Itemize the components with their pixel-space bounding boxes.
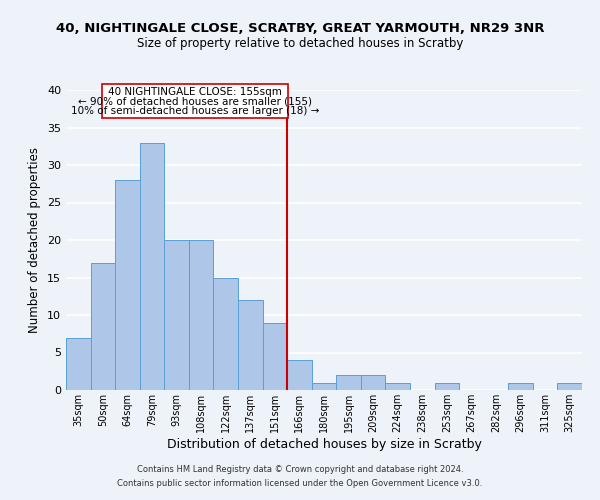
Text: 10% of semi-detached houses are larger (18) →: 10% of semi-detached houses are larger (… — [71, 106, 319, 116]
Bar — [263, 322, 287, 390]
Text: Size of property relative to detached houses in Scratby: Size of property relative to detached ho… — [137, 38, 463, 51]
Bar — [312, 382, 336, 390]
Bar — [434, 382, 459, 390]
Y-axis label: Number of detached properties: Number of detached properties — [28, 147, 41, 333]
Bar — [214, 278, 238, 390]
FancyBboxPatch shape — [102, 84, 287, 117]
Bar — [189, 240, 214, 390]
X-axis label: Distribution of detached houses by size in Scratby: Distribution of detached houses by size … — [167, 438, 481, 450]
Bar — [336, 375, 361, 390]
Bar — [91, 262, 115, 390]
Bar — [238, 300, 263, 390]
Text: ← 90% of detached houses are smaller (155): ← 90% of detached houses are smaller (15… — [78, 97, 312, 107]
Text: Contains HM Land Registry data © Crown copyright and database right 2024.
Contai: Contains HM Land Registry data © Crown c… — [118, 466, 482, 487]
Bar — [557, 382, 582, 390]
Bar — [140, 142, 164, 390]
Bar — [66, 338, 91, 390]
Bar — [508, 382, 533, 390]
Bar — [385, 382, 410, 390]
Bar — [115, 180, 140, 390]
Text: 40, NIGHTINGALE CLOSE, SCRATBY, GREAT YARMOUTH, NR29 3NR: 40, NIGHTINGALE CLOSE, SCRATBY, GREAT YA… — [56, 22, 544, 36]
Text: 40 NIGHTINGALE CLOSE: 155sqm: 40 NIGHTINGALE CLOSE: 155sqm — [108, 88, 282, 98]
Bar — [164, 240, 189, 390]
Bar — [361, 375, 385, 390]
Bar — [287, 360, 312, 390]
